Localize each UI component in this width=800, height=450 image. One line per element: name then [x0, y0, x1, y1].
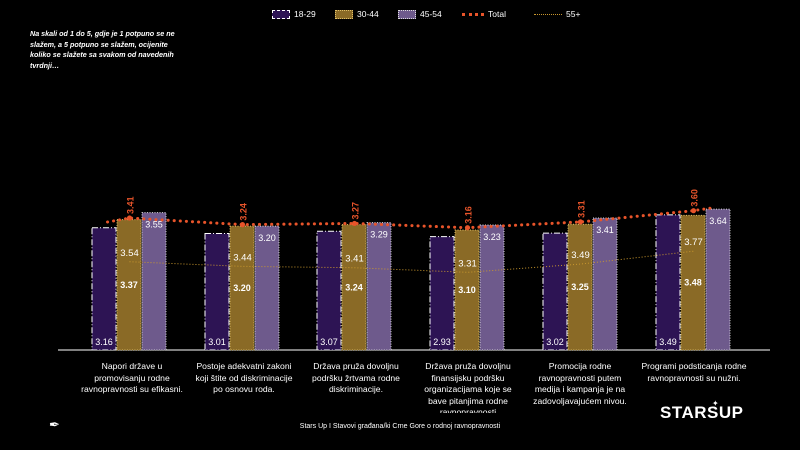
bar-18-29-2	[204, 233, 230, 351]
total-line	[106, 206, 715, 230]
bar-30-44-6	[680, 214, 706, 351]
legend-label-total: Total	[488, 9, 506, 19]
bar-45-54-4	[479, 224, 505, 351]
legend-label-30-44: 30-44	[357, 9, 379, 19]
legend-item-30-44: 30-44	[335, 9, 379, 19]
data-label-18-29-3: 3.07	[320, 337, 338, 347]
bar-30-44-3	[341, 224, 367, 351]
data-label-18-29-1: 3.16	[95, 337, 113, 347]
bar-45-54-6	[705, 208, 731, 351]
data-label-45-54-6: 3.64	[709, 216, 727, 226]
data-label-30-44-4: 3.10	[458, 285, 476, 295]
data-label-18-29-5: 3.02	[546, 337, 564, 347]
legend-item-total: Total	[462, 9, 506, 19]
data-label-30-44-3: 3.24	[345, 282, 363, 292]
bar-30-44-1	[116, 219, 142, 351]
category-label-1: Napori države u promovisanju rodne ravno…	[81, 361, 183, 395]
scale-note: Na skali od 1 do 5, gdje je 1 potpuno se…	[30, 29, 175, 70]
category-label-2: Postoje adekvatni zakoni koji štite od d…	[195, 361, 293, 395]
pen-nib-icon: ✒	[49, 417, 60, 432]
data-label-30-44-6: 3.48	[684, 278, 702, 288]
category-label-4: Država pruža dovoljnu finansijsku podršk…	[424, 361, 512, 413]
bar-30-44-4	[454, 229, 480, 351]
bar-18-29-5	[542, 232, 568, 351]
total-label-5: 3.31	[577, 200, 587, 218]
bar-18-29-1	[91, 227, 117, 351]
data-label-45-54-5: 3.41	[596, 225, 614, 235]
label-55plus-1: 3.54	[120, 248, 139, 259]
total-point-2	[239, 222, 246, 228]
bar-45-54-2	[254, 225, 280, 351]
data-label-30-44-5: 3.25	[571, 282, 589, 292]
bar-30-44-2	[229, 225, 255, 351]
data-label-45-54-1: 3.55	[145, 220, 163, 230]
legend-swatch-30-44	[335, 9, 353, 19]
legend-item-45-54: 45-54	[398, 9, 442, 19]
legend-label-18-29: 18-29	[294, 9, 316, 19]
legend-line-total	[462, 10, 484, 19]
data-label-45-54-4: 3.23	[483, 232, 501, 242]
category-label-6: Programi podsticanja rodne ravnopravnost…	[641, 361, 747, 383]
label-55plus-3: 3.41	[345, 254, 364, 265]
logo-star-icon: ✦	[712, 399, 719, 408]
label-55plus-5: 3.49	[571, 250, 590, 261]
data-label-45-54-3: 3.29	[370, 230, 388, 240]
bar-45-54-3	[366, 222, 392, 351]
label-55plus-2: 3.44	[233, 252, 252, 263]
total-label-2: 3.24	[239, 203, 249, 221]
total-point-3	[351, 220, 358, 227]
total-label-1: 3.41	[126, 197, 136, 215]
data-label-45-54-2: 3.20	[258, 233, 276, 243]
bar-18-29-3	[316, 230, 342, 351]
legend-label-45-54: 45-54	[420, 9, 442, 19]
legend-swatch-18-29	[272, 9, 290, 19]
bar-18-29-6	[655, 214, 681, 351]
legend-swatch-45-54	[398, 9, 416, 19]
legend-label-55plus: 55+	[566, 9, 581, 19]
data-label-18-29-4: 2.93	[433, 337, 451, 347]
bar-18-29-4	[429, 236, 455, 351]
bar-45-54-5	[592, 217, 618, 351]
category-label-5: Promocija rodne ravnopravnosti putem med…	[533, 361, 627, 406]
label-55plus-4: 3.31	[458, 258, 477, 269]
label-55plus-6: 3.77	[684, 237, 703, 248]
data-label-18-29-6: 3.49	[659, 337, 677, 347]
total-point-5	[577, 219, 584, 225]
footer-text: Stars Up I Stavovi građana/ki Crne Gore …	[299, 423, 501, 430]
total-label-4: 3.16	[464, 206, 474, 224]
total-point-4	[464, 225, 471, 231]
starsup-logo: STARSUP	[660, 403, 744, 422]
total-label-3: 3.27	[351, 202, 361, 220]
legend-line-55plus	[534, 10, 562, 19]
total-point-6	[690, 208, 697, 214]
data-label-30-44-1: 3.37	[120, 280, 138, 290]
data-label-18-29-2: 3.01	[208, 337, 226, 347]
data-label-30-44-2: 3.20	[233, 283, 251, 293]
bar-30-44-5	[567, 223, 593, 351]
legend-item-55plus: 55+	[534, 9, 580, 19]
legend-item-18-29: 18-29	[272, 9, 316, 19]
total-point-1	[126, 215, 133, 221]
category-label-3: Država pruža dovoljnu podršku žrtvama ro…	[312, 361, 400, 395]
total-label-6: 3.60	[690, 189, 700, 207]
bar-45-54-1	[141, 212, 167, 351]
